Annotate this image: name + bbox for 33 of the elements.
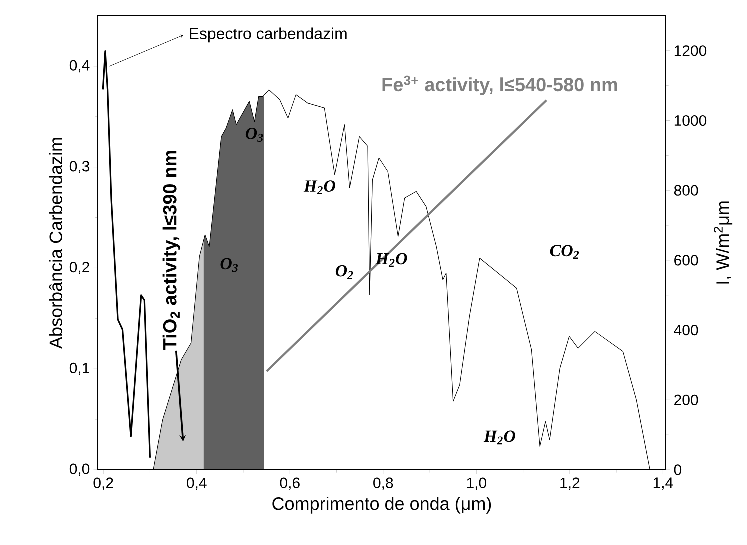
y-tick-label: 0,1 — [70, 362, 90, 376]
annotation: O$_{3}$ — [246, 128, 264, 142]
x-tick-label: 1,4 — [654, 478, 674, 490]
x-tick-label: 0,4 — [187, 478, 207, 490]
x-tick-label: 1,0 — [467, 478, 486, 490]
annotation: O$_{3}$ — [220, 258, 238, 272]
annotation: Espectro carbendazim — [190, 28, 347, 43]
annotation: H$_{2}$O — [304, 180, 336, 194]
y-axis-title: Absorbância Carbendazim — [49, 138, 62, 350]
y2-tick-label: 200 — [674, 394, 698, 406]
x-axis-title: Comprimento de onda (μm) — [272, 497, 492, 514]
annotation: CO$_{2}$ — [550, 245, 580, 259]
annotation: O$_{2}$ — [336, 265, 354, 280]
y-tick-label: 0,4 — [70, 60, 90, 73]
annotation: H$_{2}$O — [376, 253, 408, 268]
x-tick-label: 1,2 — [560, 478, 580, 490]
y2-axis-title: I, W/m$^{2}$μm — [714, 202, 733, 284]
y2-tick-label: 0 — [674, 464, 682, 476]
y2-tick-label: 800 — [674, 185, 698, 196]
y2-tick-label: 1200 — [674, 46, 707, 56]
y-tick-label: 0,0 — [70, 464, 90, 476]
x-tick-label: 0,8 — [374, 478, 394, 490]
annotation: Fe$^{3+}$ activity, l≤540-580 nm — [382, 76, 618, 96]
annotation: H$_{2}$O — [484, 430, 516, 445]
annotation: TiO$_{2}$ activity, l≤390 nm — [162, 151, 181, 350]
y2-tick-label: 600 — [674, 255, 698, 266]
line-series — [102, 50, 152, 459]
x-tick-label: 0,2 — [94, 478, 114, 490]
y2-tick-label: 400 — [674, 324, 698, 336]
y2-tick-label: 1000 — [674, 115, 707, 126]
y-tick-label: 0,2 — [70, 262, 90, 274]
x-tick-label: 0,6 — [280, 478, 300, 490]
y-tick-label: 0,3 — [70, 161, 90, 174]
